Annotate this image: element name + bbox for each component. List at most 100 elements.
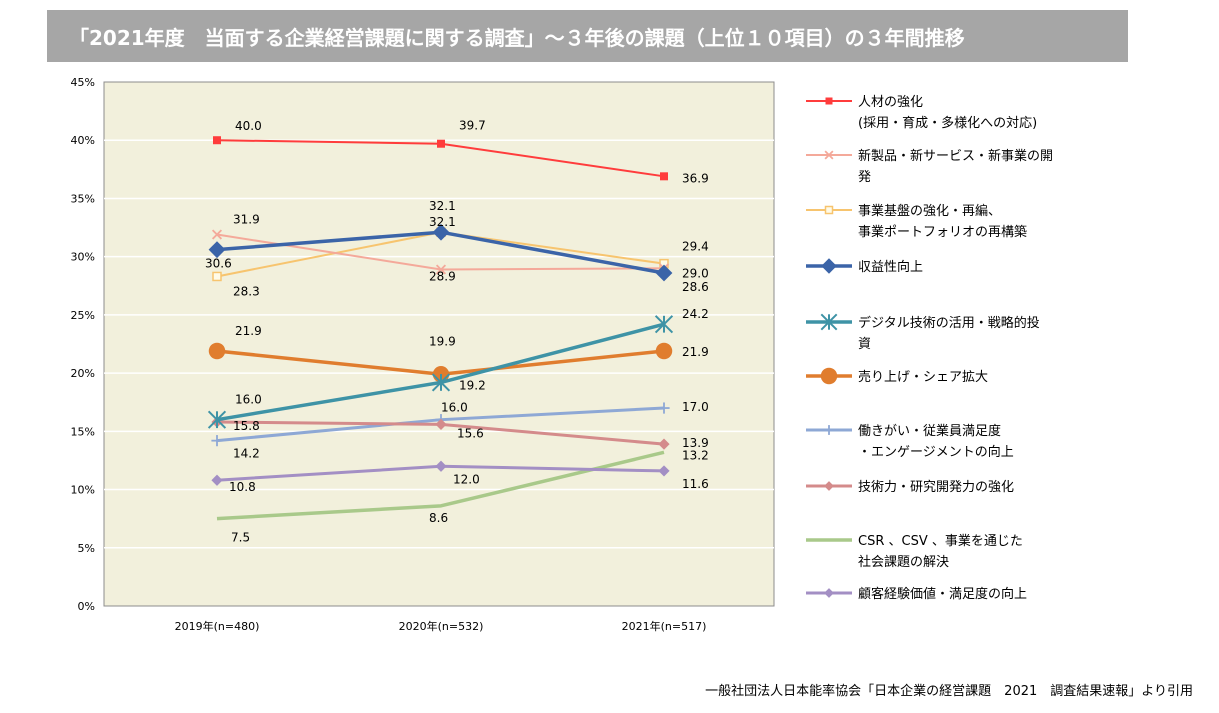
y-tick-label: 25% <box>71 309 95 322</box>
series-point <box>213 136 221 145</box>
series-point <box>658 438 670 450</box>
source-citation: 一般社団法人日本能率協会「日本企業の経営課題 2021 調査結果速報」より引用 <box>705 684 1193 699</box>
data-label: 31.9 <box>233 213 260 227</box>
legend-item-3: 事業基盤の強化・再編、事業ポートフォリオの再構築 <box>806 203 1027 240</box>
data-label: 11.6 <box>682 477 709 491</box>
data-label: 7.5 <box>231 531 250 545</box>
legend-label: デジタル技術の活用・戦略的投 <box>858 315 1040 331</box>
legend-label-line2: 社会課題の解決 <box>858 554 949 570</box>
series-point <box>824 481 834 491</box>
data-label: 8.6 <box>429 511 448 525</box>
legend-label: 技術力・研究開発力の強化 <box>858 480 1014 495</box>
series-point <box>435 264 447 275</box>
series-point <box>820 367 838 385</box>
data-label: 10.8 <box>229 480 256 494</box>
y-tick-label: 5% <box>78 542 95 555</box>
series-point <box>655 264 673 282</box>
y-tick-label: 10% <box>71 484 95 497</box>
series-point <box>660 172 668 181</box>
y-tick-label: 15% <box>71 425 95 438</box>
series-point <box>655 342 673 360</box>
data-label: 29.0 <box>682 266 709 280</box>
legend-label: 人材の強化 <box>858 95 923 110</box>
legend-label: 新製品・新サービス・新事業の開 <box>858 148 1053 164</box>
data-label: 28.6 <box>682 280 709 294</box>
data-label: 32.1 <box>429 199 456 213</box>
series-point <box>824 425 834 435</box>
series-point <box>208 342 226 360</box>
legend-item-6: 売り上げ・シェア拡大 <box>806 367 988 385</box>
data-label: 24.2 <box>682 307 709 321</box>
data-label: 17.0 <box>682 400 709 414</box>
data-label: 21.9 <box>235 324 262 338</box>
data-label: 19.2 <box>459 378 486 392</box>
legend-label-line2: ・エンゲージメントの向上 <box>858 444 1014 460</box>
series-point <box>435 418 447 430</box>
data-label: 40.0 <box>235 119 262 133</box>
data-label: 12.0 <box>453 472 480 486</box>
series-1 <box>213 136 668 181</box>
data-label: 21.9 <box>682 345 709 359</box>
data-label: 13.2 <box>682 448 709 462</box>
series-5 <box>207 315 674 429</box>
legend-item-8: 技術力・研究開発力の強化 <box>806 480 1014 495</box>
series-point <box>824 588 834 598</box>
y-axis-ticks: 0% 5% 10% 15% 20% 25% 30% 35% 40% 45% <box>71 76 95 613</box>
series-point <box>207 410 227 429</box>
data-label: 28.9 <box>429 269 456 283</box>
legend-label-line2: 発 <box>858 170 871 185</box>
x-axis-ticks: 2019年(n=480) 2020年(n=532) 2021年(n=517) <box>175 619 707 633</box>
series-point <box>654 315 674 334</box>
data-label: 16.0 <box>235 393 262 407</box>
y-tick-label: 20% <box>71 367 95 380</box>
series-point <box>824 205 834 215</box>
series-4 <box>208 223 673 282</box>
y-tick-label: 0% <box>78 600 95 613</box>
y-tick-label: 35% <box>71 192 95 205</box>
data-label: 36.9 <box>682 171 709 185</box>
legend-label: CSR 、CSV 、事業を通じた <box>858 533 1023 549</box>
legend-label-line2: (採用・育成・多様化への対応) <box>858 115 1037 131</box>
data-label: 28.3 <box>233 284 260 298</box>
series-point <box>824 150 834 160</box>
data-label: 32.1 <box>429 215 456 229</box>
data-label: 39.7 <box>459 119 486 133</box>
y-tick-label: 45% <box>71 76 95 89</box>
series-point <box>821 258 837 274</box>
series-point <box>820 313 838 331</box>
data-labels: 40.0 39.7 36.9 31.9 28.9 29.0 28.3 32.1 29.4 30.6… <box>205 119 709 545</box>
legend-item-4: 収益性向上 <box>806 258 923 275</box>
series-point <box>211 435 223 447</box>
data-label: 13.9 <box>682 436 709 450</box>
x-tick-label: 2021年(n=517) <box>622 619 707 633</box>
legend-item-7: 働きがい・従業員満足度・エンゲージメントの向上 <box>806 423 1014 460</box>
data-label: 16.0 <box>441 401 468 415</box>
legend-label: 収益性向上 <box>858 259 923 275</box>
data-label: 29.4 <box>682 240 709 254</box>
y-tick-label: 30% <box>71 251 95 264</box>
legend-label: 働きがい・従業員満足度 <box>858 423 1001 439</box>
y-tick-label: 40% <box>71 134 95 147</box>
series-10 <box>211 460 670 486</box>
series-point <box>211 229 223 240</box>
series-point <box>435 460 447 472</box>
data-label: 19.9 <box>429 334 456 348</box>
data-label: 15.8 <box>233 419 260 433</box>
legend: 人材の強化 (採用・育成・多様化への対応) 新製品・新サービス・新事業の開発事業基盤… <box>806 95 1053 602</box>
legend-label-line2: 資 <box>858 337 871 352</box>
x-tick-label: 2020年(n=532) <box>399 619 484 633</box>
series-lines <box>207 136 674 521</box>
data-label: 15.6 <box>457 426 484 440</box>
page-title: 「2021年度 当面する企業経営課題に関する調査」～３年後の課題（上位１０項目）… <box>47 10 1128 62</box>
series-point <box>437 139 445 148</box>
series-point <box>658 402 670 414</box>
series-point <box>431 373 451 392</box>
legend-item-10: 顧客経験価値・満足度の向上 <box>806 586 1027 602</box>
series-point <box>208 241 226 259</box>
series-point <box>212 271 222 282</box>
legend-item-1: 人材の強化 (採用・育成・多様化への対応) <box>806 95 1037 131</box>
series-point <box>825 97 833 105</box>
